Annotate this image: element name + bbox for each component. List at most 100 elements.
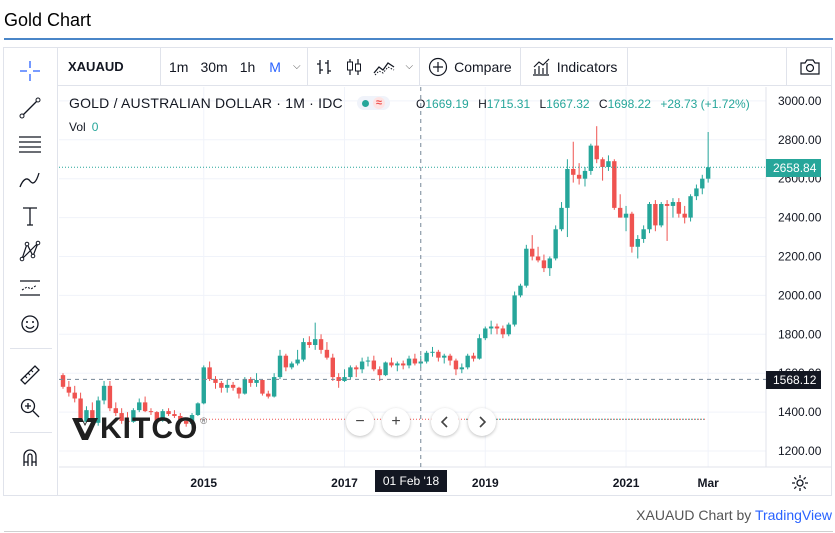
candle-body [442,355,447,358]
pattern-icon[interactable] [17,238,43,264]
candle-body [277,355,283,378]
low-value: 1667.32 [546,97,590,111]
candle-body [359,361,365,370]
candle-body [283,355,289,368]
candle-body [465,355,470,368]
candle-body [389,362,394,366]
emoji-icon[interactable] [17,311,43,337]
brush-icon[interactable] [17,167,43,193]
tool-divider [10,432,52,433]
candle-body [260,380,265,394]
y-tick-label: 1800.00 [778,327,822,341]
text-tool-icon[interactable] [17,203,43,229]
market-open-dot [361,99,369,107]
candle-body [500,328,506,335]
legend-title: GOLD / AUSTRALIAN DOLLAR · 1M · IDC [69,95,343,111]
candle-body [101,385,107,401]
crosshair-icon[interactable] [17,58,43,84]
chevron-down-icon[interactable]: ⌵ [405,61,414,72]
prediction-icon[interactable] [17,275,43,301]
bottom-rule [4,531,833,532]
candle-body [289,363,294,368]
zoom-in-icon[interactable] [17,395,43,421]
chevron-down-icon[interactable]: ⌵ [292,61,301,72]
scroll-left-button[interactable] [431,408,459,436]
candle-body [436,351,441,358]
candle-body [553,229,558,259]
candle-body [66,386,72,393]
candle-body [248,379,253,383]
crosshair-price-tag: 1568.12 [766,371,821,389]
bar-chart-icon[interactable] [308,48,340,86]
gear-icon[interactable] [788,472,812,494]
toolbar-divider [627,47,629,86]
title-rule [4,38,833,40]
interval-monthly[interactable]: M [269,58,281,75]
candle-body [125,420,130,422]
candle-body [682,213,687,218]
high-label: H [478,97,487,111]
page-title: Gold Chart [4,10,92,30]
candle-body [494,326,500,329]
interval-1h[interactable]: 1h [239,58,256,75]
indicators-button[interactable]: Indicators [521,48,628,86]
low-label: L [539,97,547,111]
tradingview-link[interactable]: TradingView [754,507,832,523]
area-chart-icon[interactable] [368,48,400,86]
candle-body [700,178,705,189]
scroll-right-button[interactable] [468,408,496,436]
candle-body [225,384,230,388]
camera-icon[interactable] [786,48,832,86]
candle-body [266,393,271,397]
chevron-left-icon [440,416,448,428]
interval-30m[interactable]: 30m [200,58,228,75]
open-value: 1669.19 [425,97,469,111]
candle-body [629,213,635,247]
x-tick-label: 2019 [472,476,499,490]
candle-body [617,207,623,218]
interval-1m[interactable]: 1m [169,58,189,75]
candle-body [318,339,324,350]
candle-body [576,174,582,179]
candle-body [512,295,517,325]
candle-body [324,349,330,358]
close-value: 1698.22 [607,97,651,111]
trend-line-icon[interactable] [17,95,43,121]
candle-body [541,260,547,269]
zoom-in-button[interactable]: + [382,408,410,436]
symbol-search[interactable]: XAUAUD [68,59,124,74]
toolbar-divider [160,47,161,86]
candle-body [301,342,306,360]
ruler-icon[interactable] [17,362,43,388]
candle-body [342,377,347,381]
candle-body [78,398,83,422]
y-tick-label: 3000.00 [778,94,822,108]
candle-body [295,359,300,364]
compare-button[interactable]: Compare [420,48,520,86]
candle-body [365,360,371,362]
zoom-out-button[interactable]: − [346,408,374,436]
market-status-badge[interactable]: ≈ [356,96,390,110]
crosshair-date-tag: 01 Feb '18 [375,470,447,492]
candle-body [530,248,535,257]
candle-body [400,363,406,366]
candle-body [447,355,453,361]
drawing-toolbar [4,48,58,496]
candle-body [571,168,576,175]
candle-body [535,256,541,261]
candle-body [653,203,658,226]
candle-body [641,229,646,239]
candle-body [477,338,482,359]
candle-body [547,258,552,269]
fib-retracement-icon[interactable] [17,131,43,157]
magnet-icon[interactable] [17,444,43,470]
candle-body [107,385,113,409]
candle-body [336,377,341,381]
candle-body [201,367,206,404]
candle-body [606,161,611,168]
candle-body [635,238,640,247]
candlestick-icon[interactable] [340,48,368,86]
indicators-label: Indicators [556,58,618,75]
y-tick-label: 1400.00 [778,405,822,419]
